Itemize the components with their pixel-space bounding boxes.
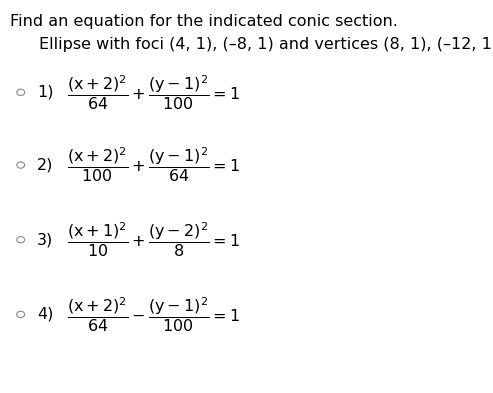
- Text: $\mathsf{\dfrac{(x+1)^{2}}{10}+\dfrac{(y-2)^{2}}{8}=1}$: $\mathsf{\dfrac{(x+1)^{2}}{10}+\dfrac{(y…: [67, 220, 240, 259]
- Text: $\mathsf{\dfrac{(x+2)^{2}}{100}+\dfrac{(y-1)^{2}}{64}=1}$: $\mathsf{\dfrac{(x+2)^{2}}{100}+\dfrac{(…: [67, 146, 240, 184]
- Text: Ellipse with foci (4, 1), (–8, 1) and vertices (8, 1), (–12, 1): Ellipse with foci (4, 1), (–8, 1) and ve…: [39, 37, 493, 52]
- Text: 4): 4): [37, 307, 53, 322]
- Text: 3): 3): [37, 232, 53, 247]
- Text: 2): 2): [37, 158, 53, 173]
- Text: $\mathsf{\dfrac{(x+2)^{2}}{64}+\dfrac{(y-1)^{2}}{100}=1}$: $\mathsf{\dfrac{(x+2)^{2}}{64}+\dfrac{(y…: [67, 73, 240, 112]
- Text: Find an equation for the indicated conic section.: Find an equation for the indicated conic…: [10, 14, 398, 29]
- Text: $\mathsf{\dfrac{(x+2)^{2}}{64}-\dfrac{(y-1)^{2}}{100}=1}$: $\mathsf{\dfrac{(x+2)^{2}}{64}-\dfrac{(y…: [67, 295, 240, 334]
- Text: 1): 1): [37, 85, 53, 100]
